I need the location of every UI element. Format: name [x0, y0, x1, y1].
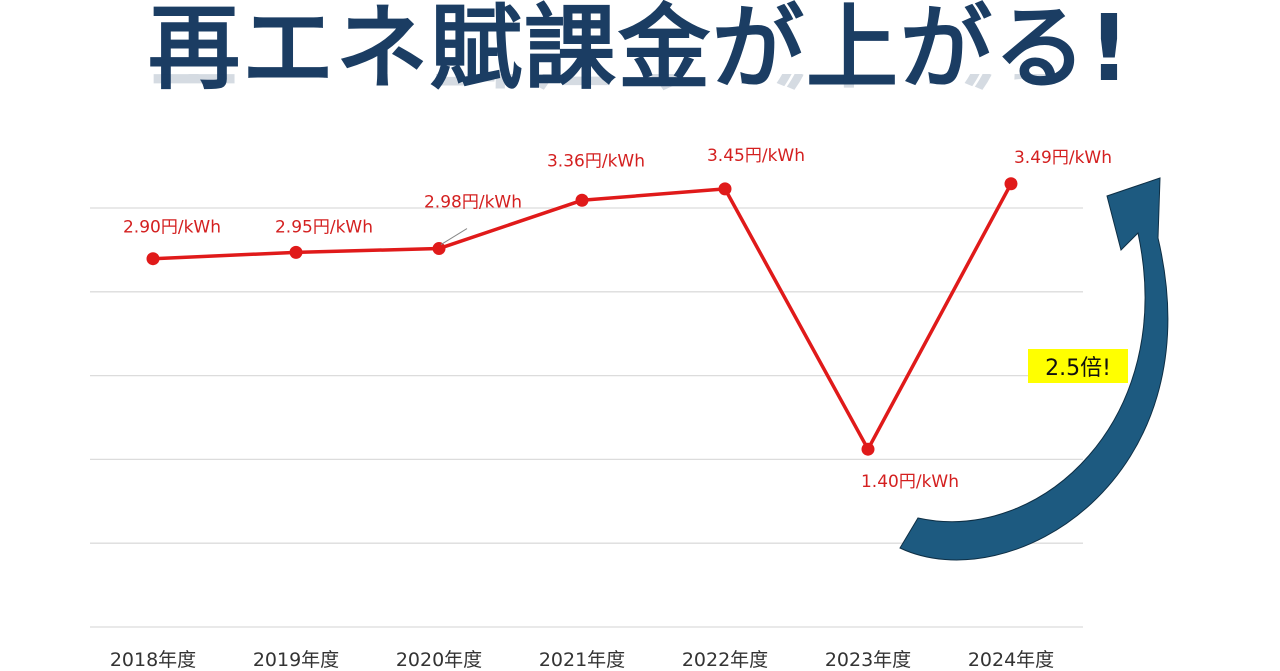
data-point [861, 442, 875, 456]
x-tick-label: 2021年度 [539, 649, 625, 671]
annotation-highlight [1028, 349, 1128, 383]
data-point [432, 242, 446, 256]
data-label: 2.98円/kWh [424, 193, 522, 213]
label-leader-line [440, 228, 468, 245]
data-point [146, 252, 160, 266]
data-point [718, 182, 732, 196]
data-label: 3.49円/kWh [1014, 148, 1112, 168]
data-point [289, 245, 303, 259]
x-tick-label: 2023年度 [825, 649, 911, 671]
x-tick-label: 2018年度 [110, 649, 196, 671]
data-label: 2.95円/kWh [275, 217, 373, 237]
page-title: 再エネ賦課金が上がる! [148, 0, 1132, 102]
data-point [575, 193, 589, 207]
x-tick-label: 2019年度 [253, 649, 339, 671]
increase-arrow [899, 177, 1169, 561]
data-label: 3.36円/kWh [547, 151, 645, 171]
annotation-text: 2.5倍! [1045, 356, 1111, 381]
data-label: 3.45円/kWh [707, 146, 805, 166]
x-tick-label: 2022年度 [682, 649, 768, 671]
x-tick-label: 2020年度 [396, 649, 482, 671]
x-tick-label: 2024年度 [968, 649, 1054, 671]
data-label: 2.90円/kWh [123, 218, 221, 238]
data-point [1004, 177, 1018, 191]
data-label: 1.40円/kWh [861, 472, 959, 492]
